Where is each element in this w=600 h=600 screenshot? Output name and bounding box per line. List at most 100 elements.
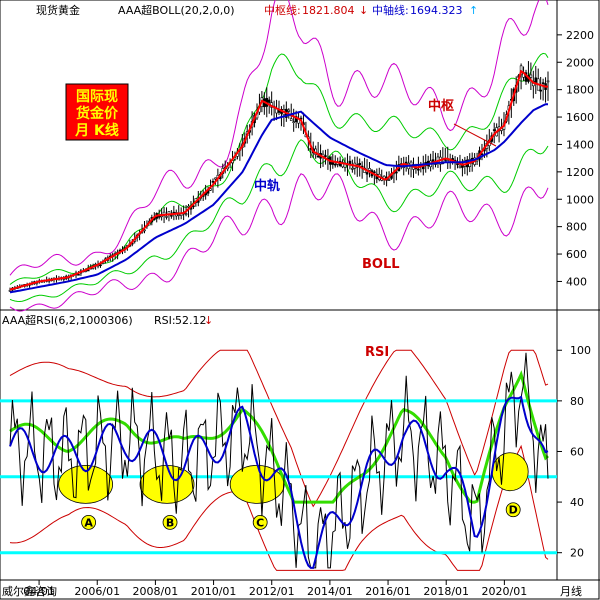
price-body bbox=[358, 163, 362, 166]
signal-circle bbox=[491, 452, 529, 492]
xtick-label: 2020/01 bbox=[482, 585, 528, 598]
source-label: 威尔鑫咨询 bbox=[2, 584, 57, 598]
price-body bbox=[333, 163, 337, 166]
price-body bbox=[214, 177, 217, 180]
price-body bbox=[211, 180, 215, 183]
xtick-label: 2016/01 bbox=[365, 585, 411, 598]
price-body bbox=[534, 77, 538, 83]
price-body bbox=[529, 74, 533, 78]
xtick-label: 2018/01 bbox=[423, 585, 469, 598]
rsi-ytick-label: 20 bbox=[570, 547, 584, 560]
rsi-ytick-label: 40 bbox=[570, 496, 584, 509]
price-body bbox=[289, 118, 293, 121]
boll-ytick-label: 2000 bbox=[566, 56, 594, 69]
price-body bbox=[373, 171, 376, 174]
price-body bbox=[404, 161, 408, 164]
price-body bbox=[395, 171, 398, 174]
price-body bbox=[184, 213, 188, 215]
price-body bbox=[267, 99, 271, 103]
axis-line-label: 中轴线: bbox=[372, 3, 409, 17]
price-body bbox=[292, 121, 295, 123]
rsi-pane: A B C D bbox=[0, 349, 557, 571]
rsi-ytick-label: 80 bbox=[570, 395, 584, 408]
signal-badge bbox=[252, 514, 268, 530]
rsi-ytick-label: 60 bbox=[570, 445, 584, 458]
instrument-name: 现货黄金 bbox=[36, 3, 80, 17]
rsi-fast-line bbox=[9, 352, 549, 569]
rsi-slow-line bbox=[9, 395, 549, 569]
price-body bbox=[409, 161, 413, 166]
signal-badge-letter: B bbox=[166, 516, 174, 529]
rsi-band-upper bbox=[9, 349, 549, 508]
signal-badge bbox=[505, 502, 521, 518]
boll-label: BOLL bbox=[362, 257, 400, 272]
price-body bbox=[86, 269, 90, 272]
boll-pane bbox=[8, 0, 550, 312]
axis-ticks: 400 600 800 1000 1200 1400 1600 1800 2000 2200 20 4… bbox=[23, 29, 594, 598]
boll-ytick-label: 800 bbox=[566, 221, 587, 234]
mid-line-arrow: ↓ bbox=[359, 4, 368, 17]
xtick-label: 04/01 bbox=[23, 585, 55, 598]
rsi-value: 52.12 bbox=[175, 314, 207, 327]
price-body bbox=[177, 214, 181, 216]
xtick-label: 2008/01 bbox=[133, 585, 179, 598]
price-body bbox=[99, 264, 102, 267]
outer-band-upper bbox=[9, 0, 549, 276]
title-line-2: 货金价 bbox=[75, 105, 119, 122]
rsi-label: RSI: bbox=[154, 314, 176, 327]
price-body bbox=[324, 155, 327, 157]
signal-badge-letter: C bbox=[256, 516, 264, 529]
price-body bbox=[77, 273, 80, 276]
rsi-indicator-name: AAA超RSI(6,2,1000306) bbox=[2, 313, 133, 327]
axis-line-arrow: ↑ bbox=[469, 4, 478, 17]
signal-badge-letter: D bbox=[509, 504, 518, 517]
price-body bbox=[368, 168, 371, 171]
boll-ytick-label: 1200 bbox=[566, 166, 594, 179]
signal-badge bbox=[81, 514, 97, 530]
price-body bbox=[170, 214, 173, 217]
price-body bbox=[546, 80, 550, 83]
period-label: 月线 bbox=[560, 584, 582, 598]
price-body bbox=[316, 155, 320, 158]
rsi-band-lower bbox=[9, 444, 549, 571]
boll-ytick-label: 1800 bbox=[566, 84, 594, 97]
zhongshu-label: 中枢 bbox=[428, 98, 454, 114]
price-body bbox=[456, 163, 459, 166]
inner-band-lower bbox=[9, 139, 549, 303]
price-body bbox=[365, 172, 369, 175]
title-box bbox=[65, 83, 129, 141]
price-body bbox=[351, 168, 354, 170]
title-line-3: 月 K线 bbox=[74, 122, 119, 139]
price-body bbox=[287, 109, 291, 112]
price-body bbox=[8, 289, 12, 292]
zhonggui-label: 中轨 bbox=[254, 178, 280, 194]
axis-line-value: 1694.323 bbox=[410, 4, 463, 17]
rsi-arrow: ↓ bbox=[204, 314, 213, 327]
price-body bbox=[539, 89, 542, 92]
boll-ytick-label: 1000 bbox=[566, 193, 594, 206]
price-body bbox=[157, 215, 161, 218]
boll-ytick-label: 2200 bbox=[566, 29, 594, 42]
xtick-label: 2006/01 bbox=[74, 585, 120, 598]
rsi-label-text: RSI bbox=[365, 345, 389, 360]
axis-line bbox=[9, 103, 548, 294]
signal-badge bbox=[162, 514, 178, 530]
boll-ytick-label: 400 bbox=[566, 275, 587, 288]
boll-ytick-label: 1400 bbox=[566, 138, 594, 151]
zhongshu-pointer bbox=[453, 123, 497, 147]
price-body bbox=[541, 82, 545, 84]
title-line-1: 国际现 bbox=[76, 89, 118, 105]
mid-line-value: 1821.804 bbox=[302, 4, 355, 17]
mid-line-label: 中枢线: bbox=[264, 3, 301, 17]
price-body bbox=[458, 165, 462, 169]
xtick-label: 2010/01 bbox=[191, 585, 237, 598]
rsi-ytick-label: 100 bbox=[570, 344, 591, 357]
boll-indicator-name: AAA超BOLL(20,2,0,0) bbox=[118, 3, 235, 17]
price-body bbox=[387, 179, 391, 181]
price-body bbox=[165, 216, 168, 218]
signal-circle bbox=[139, 464, 195, 504]
price-body bbox=[331, 162, 335, 165]
